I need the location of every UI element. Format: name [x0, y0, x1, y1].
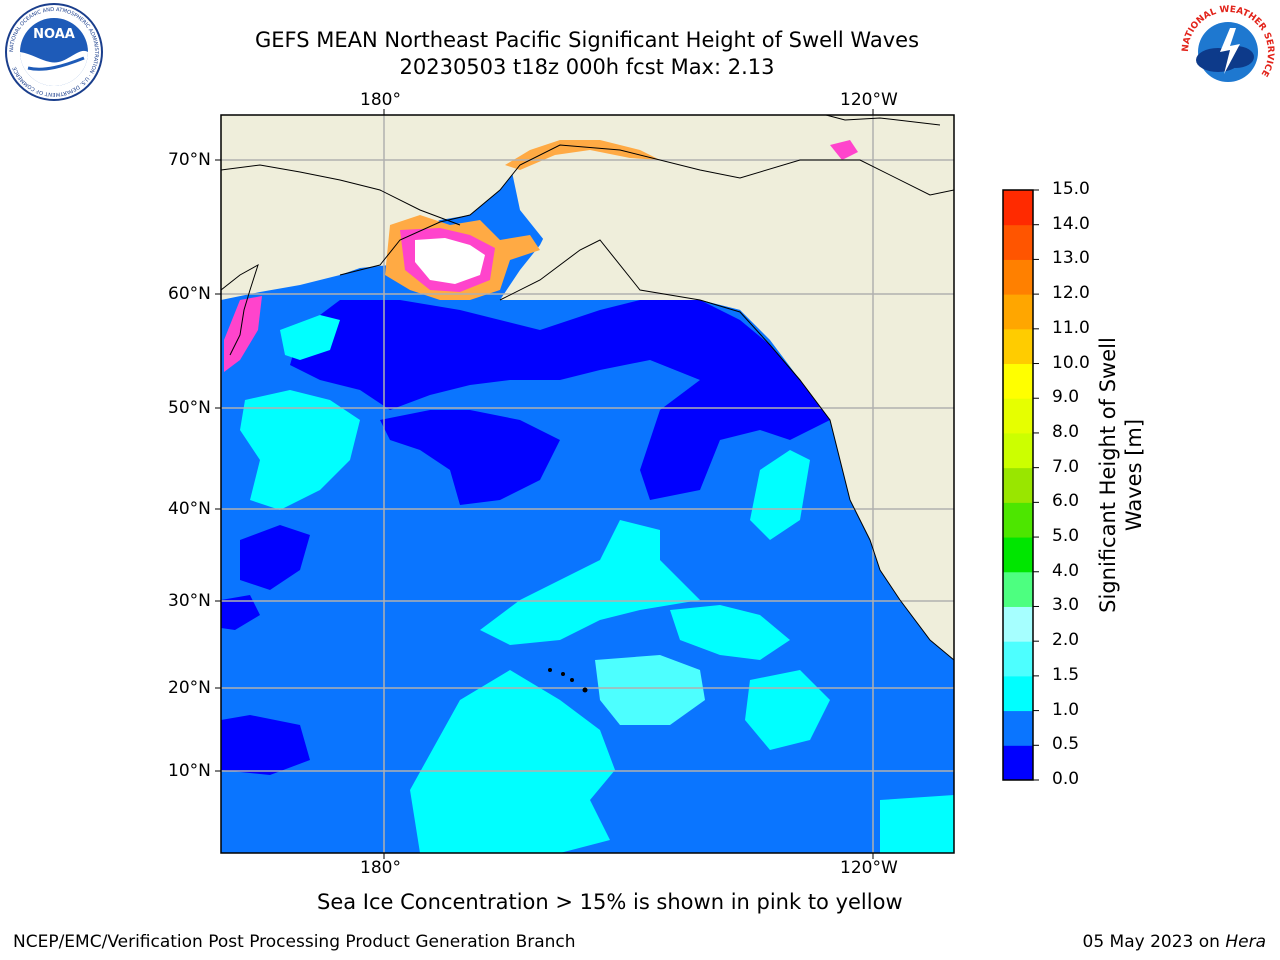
colorbar-tick-label: 2.0 [1052, 630, 1080, 651]
colorbar-block [1003, 328, 1033, 365]
swell-cyan-east2 [745, 670, 830, 750]
lat-label-10n: 10°N [168, 761, 211, 781]
colorbar-title-line1: Significant Height of Swell [1096, 337, 1120, 613]
map-title-line2: 20230503 t18z 000h fcst Max: 2.13 [399, 55, 775, 79]
sea-ice-bering-white [415, 238, 485, 284]
colorbar-block [1003, 745, 1033, 781]
noaa-logo: NOAA NATIONAL OCEANIC AND ATMOSPHERIC AD… [5, 3, 103, 101]
lat-label-60n: 60°N [168, 284, 211, 304]
sea-ice-beaufort [830, 140, 858, 160]
map-field [221, 115, 954, 853]
swell-cyan-kurils [280, 315, 340, 360]
swell-cyan-ne [750, 450, 810, 540]
land-arctic [221, 115, 954, 300]
colorbar-block [1003, 224, 1033, 260]
colorbar-tick-label: 3.0 [1052, 595, 1080, 616]
colorbar-tick-label: 1.5 [1052, 664, 1080, 685]
nws-logo: NATIONAL WEATHER SERVICE [1180, 4, 1276, 100]
swell-low-gulf [380, 410, 560, 505]
colorbar-tick-label: 7.0 [1052, 456, 1080, 477]
hawaii-islands [548, 668, 588, 693]
footer-host: Hera [1225, 932, 1266, 952]
lat-label-40n: 40°N [168, 499, 211, 519]
map-title-line1: GEFS MEAN Northeast Pacific Significant … [254, 28, 920, 52]
colorbar-tick-label: 0.0 [1052, 769, 1080, 789]
colorbar-block [1003, 537, 1033, 573]
swell-cyan-west [240, 390, 360, 510]
colorbar-blocks [1003, 190, 1033, 781]
coastlines [221, 115, 954, 661]
colorbar-tick-label: 0.5 [1052, 734, 1080, 755]
colorbar-tick-label: 10.0 [1052, 352, 1090, 373]
swell-cyan-central [480, 520, 700, 645]
colorbar-block [1003, 606, 1033, 642]
colorbar-title-line2: Waves [m] [1122, 418, 1146, 532]
map-ticks [215, 109, 874, 859]
lon-label-top-120w: 120°W [840, 90, 898, 110]
colorbar-block [1003, 502, 1033, 538]
swell-low-west [240, 525, 310, 590]
swell-cyan-hawaii [410, 670, 615, 853]
colorbar-tick-label: 9.0 [1052, 387, 1080, 408]
swell-cyan-se [880, 795, 954, 853]
lat-label-50n: 50°N [168, 398, 211, 418]
swell-low-north [290, 300, 830, 500]
swell-cyan-east [670, 605, 790, 660]
colorbar-block [1003, 259, 1033, 295]
sea-ice-caption: Sea Ice Concentration > 15% is shown in … [317, 890, 903, 914]
colorbar-tick-label: 5.0 [1052, 526, 1080, 547]
colorbar-tick-label: 6.0 [1052, 491, 1080, 512]
colorbar-block [1003, 294, 1033, 330]
colorbar-block [1003, 467, 1033, 503]
colorbar-tick-label: 1.0 [1052, 699, 1080, 720]
swell-low-west2 [221, 595, 260, 630]
lon-label-bottom-120w: 120°W [840, 858, 898, 878]
colorbar-tick-label: 15.0 [1052, 179, 1090, 199]
colorbar-block [1003, 363, 1033, 399]
lat-label-70n: 70°N [168, 150, 211, 170]
colorbar-tick-label: 4.0 [1052, 560, 1080, 581]
colorbar-block [1003, 190, 1033, 226]
noaa-logo-text: NOAA [33, 27, 75, 42]
colorbar-block [1003, 710, 1033, 746]
colorbar-block [1003, 398, 1033, 434]
lon-label-top-180: 180° [360, 90, 401, 110]
footer-date-text: 05 May 2023 on [1082, 932, 1226, 952]
lon-label-bottom-180: 180° [360, 858, 401, 878]
swell-low-southwest [221, 715, 310, 775]
colorbar-ticks [1033, 189, 1039, 781]
map-frame [220, 114, 955, 854]
swell-cyan-central2 [595, 655, 705, 725]
footer-date: 05 May 2023 on Hera [1083, 932, 1267, 952]
sea-ice-chukchi [505, 140, 660, 170]
colorbar-block [1003, 432, 1033, 469]
colorbar-block [1003, 675, 1033, 712]
colorbar-tick-label: 14.0 [1052, 213, 1090, 234]
colorbar-tick-label: 13.0 [1052, 248, 1090, 269]
colorbar-frame [1002, 189, 1034, 781]
sea-ice-okhotsk [224, 296, 262, 372]
colorbar-tick-label: 12.0 [1052, 283, 1090, 304]
lat-label-20n: 20°N [168, 678, 211, 698]
colorbar-tick-label: 8.0 [1052, 421, 1080, 442]
ocean-area [221, 115, 954, 853]
colorbar-tick-label: 11.0 [1052, 317, 1090, 338]
colorbar-block [1003, 571, 1033, 607]
colorbar-block [1003, 641, 1033, 677]
footer-credit: NCEP/EMC/Verification Post Processing Pr… [13, 932, 576, 952]
colorbar [1002, 189, 1039, 781]
map-gridlines [221, 115, 954, 853]
lat-label-30n: 30°N [168, 591, 211, 611]
